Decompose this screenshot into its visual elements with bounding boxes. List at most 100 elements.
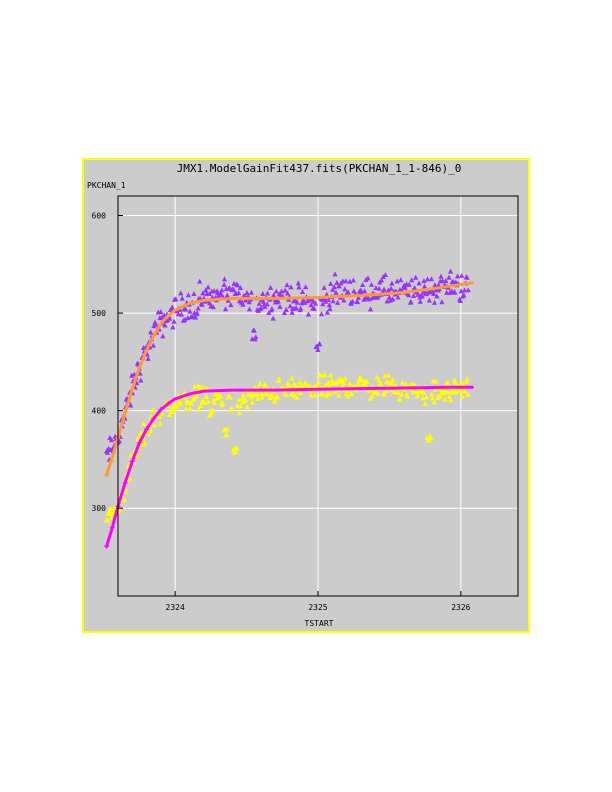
chart-figure: JMX1.ModelGainFit437.fits(PKCHAN_1_1-846… xyxy=(82,158,530,633)
series-2-point xyxy=(150,407,156,413)
series-2-point xyxy=(336,392,342,398)
series-1-point xyxy=(376,285,382,291)
series-1-point xyxy=(284,282,290,288)
fit-1-marker xyxy=(144,347,150,353)
series-2-point xyxy=(203,393,210,399)
series-2-point xyxy=(236,397,242,403)
series-1-point xyxy=(409,277,415,283)
series-1-point xyxy=(158,309,164,315)
series-2-point xyxy=(239,395,245,401)
series-1-point xyxy=(260,291,266,297)
series-1-point xyxy=(459,272,465,278)
series-1-point xyxy=(171,318,177,324)
series-1-point xyxy=(447,268,454,274)
series-1-point xyxy=(443,278,449,284)
series-2-point xyxy=(322,372,328,378)
series-1-point xyxy=(457,298,464,304)
series-2-point xyxy=(376,377,382,383)
series-1-point xyxy=(221,276,228,282)
series-1-point xyxy=(428,276,435,282)
series-1-point xyxy=(373,285,379,291)
series-1-point xyxy=(312,300,319,306)
series-1-point xyxy=(465,287,471,293)
x-tick-label: 2324 xyxy=(166,603,185,612)
series-2-point xyxy=(339,383,345,389)
series-2-point xyxy=(142,440,148,446)
series-2-point xyxy=(459,393,465,399)
series-1-point xyxy=(464,274,470,280)
fit-2-marker xyxy=(158,407,164,413)
series-2-point xyxy=(389,380,395,386)
series-2-point xyxy=(323,381,329,387)
series-1-point xyxy=(281,310,288,316)
series-1-point xyxy=(187,308,193,314)
series-1-point xyxy=(128,402,134,408)
series-2-point xyxy=(157,420,163,426)
series-2-point xyxy=(367,395,374,401)
series-1-point xyxy=(431,291,437,297)
series-1-point xyxy=(335,299,341,305)
series-1-point xyxy=(256,300,262,306)
series-2-point xyxy=(224,432,230,438)
series-2-point xyxy=(404,393,410,399)
series-2-point xyxy=(441,390,447,396)
series-2-point xyxy=(431,399,437,405)
series-1-point xyxy=(419,293,425,299)
series-2-point xyxy=(289,375,295,381)
series-1-point xyxy=(402,284,408,290)
series-1-point xyxy=(336,283,342,289)
series-1-point xyxy=(191,291,197,297)
series-2-point xyxy=(444,379,450,385)
series-2-point xyxy=(328,372,334,378)
series-1-point xyxy=(328,280,334,286)
series-1-point xyxy=(228,302,234,308)
series-2-point xyxy=(419,386,425,392)
series-2-point xyxy=(166,403,172,409)
series-1-point xyxy=(368,281,375,287)
series-1-point xyxy=(330,298,336,304)
series-1-point xyxy=(175,311,181,317)
series-2-point xyxy=(276,376,282,382)
series-2-point xyxy=(254,391,260,397)
series-1-point xyxy=(248,289,254,295)
series-1-point xyxy=(282,287,288,293)
series-2-point xyxy=(425,437,432,443)
series-2-point xyxy=(148,428,154,434)
series-1-point xyxy=(277,303,283,309)
series-1-point xyxy=(385,287,392,293)
series-1-point xyxy=(173,296,179,302)
scatter-plot: JMX1.ModelGainFit437.fits(PKCHAN_1_1-846… xyxy=(82,158,530,633)
x-tick-label: 2325 xyxy=(308,603,327,612)
series-2-point xyxy=(374,390,381,396)
series-1-point xyxy=(305,311,311,317)
series-2-point xyxy=(234,445,240,451)
series-2-point xyxy=(145,430,151,436)
series-2-point xyxy=(415,391,421,397)
series-2-point xyxy=(248,393,254,399)
series-1-point xyxy=(311,305,317,311)
series-1-point xyxy=(169,304,175,310)
series-1-point xyxy=(325,296,332,302)
series-1-point xyxy=(231,286,237,292)
frame-background xyxy=(82,158,530,633)
series-2-point xyxy=(325,379,331,385)
series-2-point xyxy=(167,411,173,417)
fit-curves xyxy=(104,281,474,549)
series-1-point xyxy=(302,299,308,305)
series-2-point xyxy=(422,400,428,406)
series-2-point xyxy=(448,397,454,403)
fit-1-marker xyxy=(158,321,164,327)
series-1-point xyxy=(421,278,427,284)
series-1-point xyxy=(362,288,368,294)
series-1-point xyxy=(264,301,270,307)
series-1-point xyxy=(432,282,438,288)
series-2-point xyxy=(316,371,323,377)
series-1-point xyxy=(299,288,306,294)
series-2-point xyxy=(308,392,314,398)
series-1-point xyxy=(386,294,393,300)
series-1-point xyxy=(365,275,371,281)
series-2-point xyxy=(240,392,247,398)
series-2-point xyxy=(272,398,278,404)
series-2-point xyxy=(198,384,204,390)
series-2-point xyxy=(451,377,458,383)
